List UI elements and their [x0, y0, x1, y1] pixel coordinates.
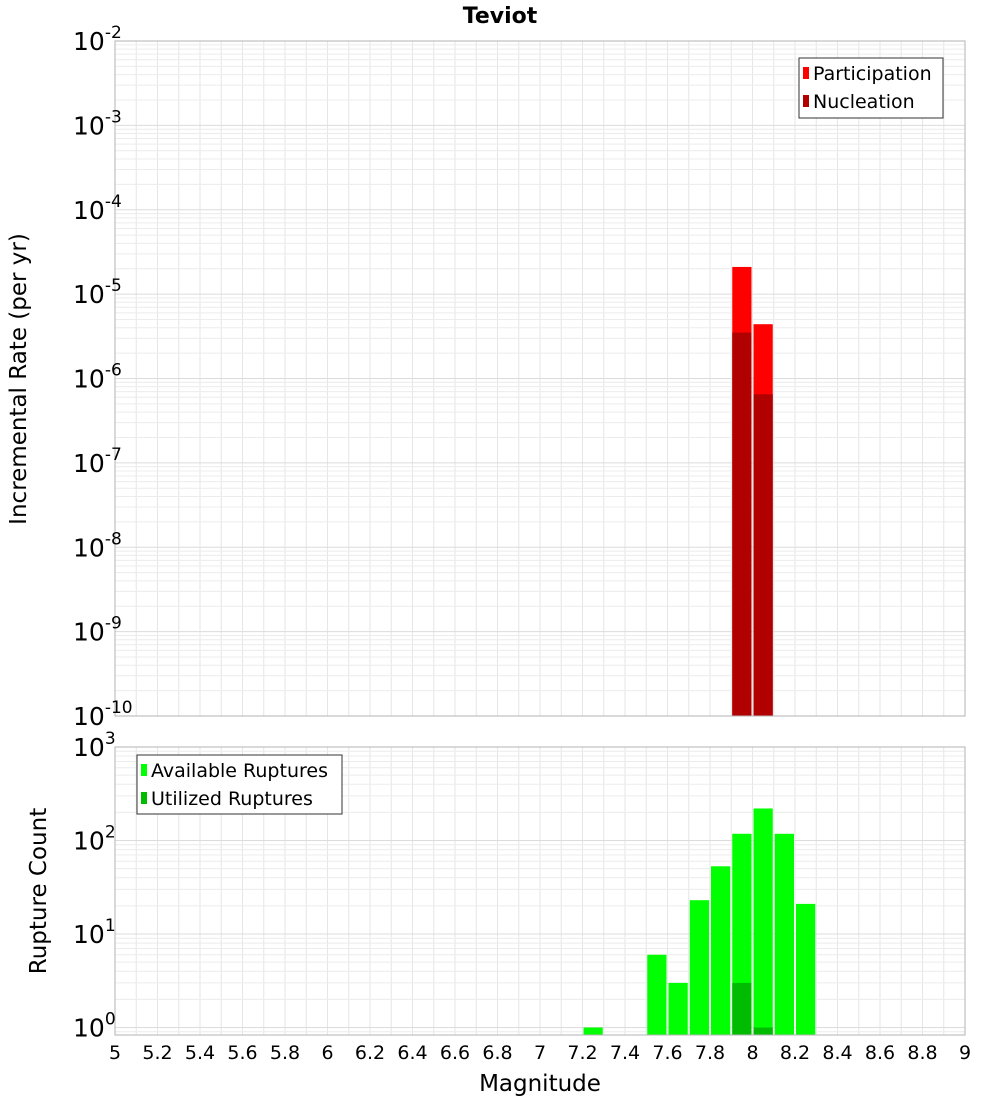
chart-title: Teviot	[463, 4, 538, 29]
count-bar-available-ruptures	[796, 903, 816, 1035]
x-tick-label: 5.8	[270, 1042, 300, 1064]
count-legend-box	[136, 754, 343, 815]
rate-panel: 10-10 10-9 10-8 10-7 10-6 10-5 10-4 10-3 10-2 Par…	[73, 23, 966, 731]
count-bar-available-ruptures	[689, 900, 709, 1035]
count-bar-available-ruptures	[774, 833, 794, 1035]
count-legend-label: Utilized Ruptures	[151, 788, 313, 810]
rate-legend-box	[798, 57, 944, 119]
x-tick-label: 8.4	[822, 1042, 852, 1064]
count-y-axis-label: Rupture Count	[26, 808, 52, 974]
rate-y-tick-label: 10-9	[73, 614, 122, 647]
x-tick-label: 6.8	[482, 1042, 512, 1064]
x-tick-label: 5.6	[227, 1042, 257, 1064]
x-tick-label: 8	[746, 1042, 758, 1064]
count-bar-utilized-ruptures	[753, 1027, 773, 1035]
count-plot-frame	[114, 746, 966, 1036]
x-tick-label: 7.2	[567, 1042, 597, 1064]
x-tick-label: 9	[959, 1042, 971, 1064]
count-y-tick-label: 103	[73, 729, 116, 762]
x-tick-label: 8.2	[780, 1042, 810, 1064]
x-tick-label: 6.2	[355, 1042, 385, 1064]
count-y-tick-label: 100	[73, 1010, 116, 1043]
x-tick-label: 5	[109, 1042, 121, 1064]
rate-legend-swatch	[803, 95, 809, 107]
x-tick-label: 8.8	[907, 1042, 937, 1064]
count-y-tick-label: 101	[73, 916, 116, 949]
rate-y-tick-label: 10-2	[73, 23, 122, 56]
x-tick-label: 8.6	[865, 1042, 895, 1064]
count-bar-available-ruptures	[711, 866, 731, 1035]
rate-bar-nucleation	[753, 394, 773, 716]
count-legend-swatch	[141, 764, 147, 776]
count-y-tick-label: 102	[73, 823, 116, 856]
x-tick-label: 5.4	[185, 1042, 215, 1064]
rate-legend-swatch	[803, 67, 809, 79]
x-tick-label: 7	[534, 1042, 546, 1064]
count-bar-available-ruptures	[753, 808, 773, 1035]
x-tick-label: 6	[321, 1042, 333, 1064]
rate-legend-label: Nucleation	[813, 91, 915, 113]
count-bar-available-ruptures	[668, 982, 688, 1035]
count-bar-available-ruptures	[583, 1027, 603, 1035]
rate-legend-label: Participation	[813, 63, 932, 85]
rate-y-tick-label: 10-8	[73, 529, 122, 562]
x-tick-label: 7.4	[610, 1042, 640, 1064]
x-tick-label: 6.4	[397, 1042, 427, 1064]
rate-plot-frame	[114, 40, 966, 717]
x-tick-label: 5.2	[142, 1042, 172, 1064]
count-legend-label: Available Ruptures	[151, 760, 328, 782]
rate-bar-nucleation	[732, 332, 752, 716]
rate-y-tick-label: 10-5	[73, 276, 122, 309]
rate-y-tick-label: 10-10	[73, 698, 133, 731]
magnitude-x-axis-label: Magnitude	[479, 1071, 601, 1097]
rate-y-axis-label: Incremental Rate (per yr)	[6, 233, 32, 525]
x-tick-label: 7.6	[652, 1042, 682, 1064]
rate-y-tick-label: 10-3	[73, 107, 122, 140]
x-tick-label: 7.8	[695, 1042, 725, 1064]
count-bar-utilized-ruptures	[732, 982, 752, 1035]
rate-y-tick-label: 10-4	[73, 192, 122, 225]
x-tick-label: 6.6	[440, 1042, 470, 1064]
count-bar-available-ruptures	[647, 954, 667, 1035]
rate-y-tick-label: 10-6	[73, 361, 122, 394]
rate-y-tick-label: 10-7	[73, 445, 122, 478]
count-legend-swatch	[141, 792, 147, 804]
